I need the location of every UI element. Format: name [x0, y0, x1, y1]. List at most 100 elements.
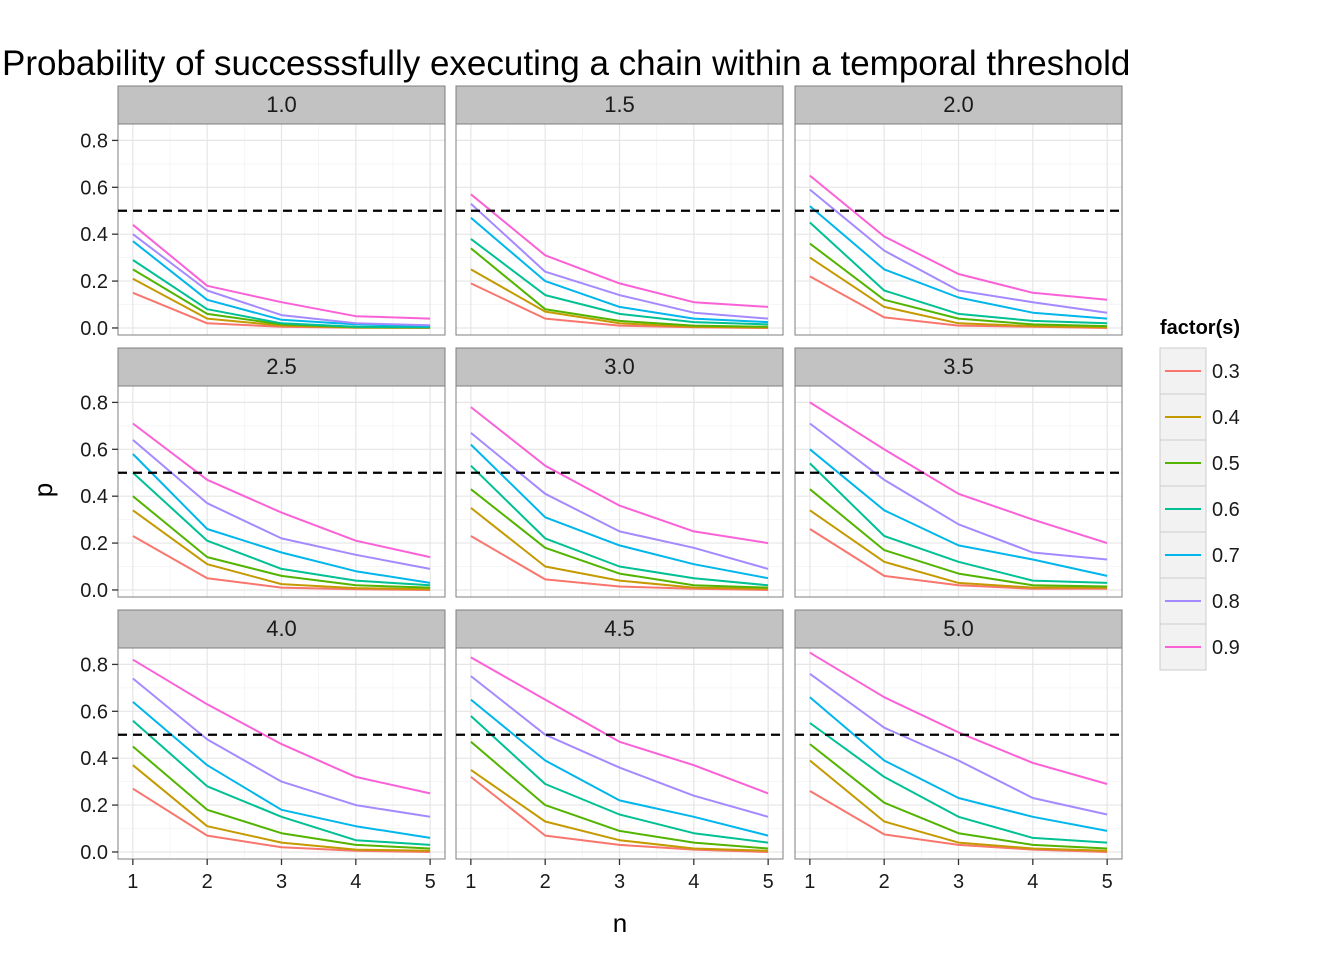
facet-strip: [117, 609, 446, 649]
x-tick-label: 2: [540, 871, 551, 893]
facet-strip-label: 5.0: [943, 616, 974, 641]
series-line-0.6: [809, 221, 1108, 325]
series-line-0.8: [132, 233, 431, 327]
legend-label: 0.9: [1212, 637, 1240, 659]
y-tick-label: 0.2: [80, 795, 108, 817]
series-line-0.9: [470, 656, 769, 795]
y-tick-label: 0.2: [80, 533, 108, 555]
legend-label: 0.3: [1212, 361, 1240, 383]
y-tick-label: 0.4: [80, 748, 108, 770]
facet-strip: [455, 609, 784, 649]
series-line-0.7: [809, 448, 1108, 577]
series-line-0.8: [809, 672, 1108, 816]
y-tick-label: 0.4: [80, 486, 108, 508]
x-tick-label: 4: [1027, 871, 1038, 893]
facet-panel: 3.0: [455, 347, 784, 598]
series-line-0.4: [470, 769, 769, 852]
facet-strip: [455, 347, 784, 387]
series-line-0.4: [470, 268, 769, 329]
series-line-0.6: [470, 238, 769, 326]
x-axis-title: n: [613, 908, 627, 938]
x-tick-label: 1: [804, 871, 815, 893]
series-line-0.5: [132, 745, 431, 850]
series-line-0.8: [132, 439, 431, 570]
series-line-0.4: [809, 256, 1108, 329]
y-tick-label: 0.8: [80, 392, 108, 414]
series-line-0.7: [809, 205, 1108, 320]
series-line-0.4: [470, 507, 769, 590]
facet-strip-label: 1.5: [604, 92, 635, 117]
facet-strip-label: 1.0: [266, 92, 297, 117]
series-line-0.7: [470, 443, 769, 580]
series-line-0.6: [809, 722, 1108, 844]
y-tick-label: 0.8: [80, 130, 108, 152]
facet-panel: 3.5: [794, 347, 1123, 598]
series-line-0.3: [809, 528, 1108, 590]
series-line-0.6: [470, 464, 769, 587]
facet-panels: 1.0 0.0 0.2 0.4 0.6 0.8 1.5 2.0 2.5 0.0 0.2 0.4 0.6 0…: [80, 85, 1123, 893]
facet-strip-label: 3.0: [604, 354, 635, 379]
series-line-0.4: [809, 509, 1108, 589]
series-line-0.6: [809, 462, 1108, 584]
facet-panel: 1.5: [455, 85, 784, 336]
series-line-0.9: [809, 174, 1108, 301]
series-line-0.8: [470, 675, 769, 818]
series-line-0.7: [132, 240, 431, 328]
x-tick-label: 3: [953, 871, 964, 893]
series-line-0.6: [132, 719, 431, 846]
series-line-0.3: [132, 787, 431, 853]
series-line-0.8: [132, 677, 431, 818]
series-line-0.6: [470, 715, 769, 844]
facet-strip-label: 2.0: [943, 92, 974, 117]
legend-label: 0.4: [1212, 407, 1240, 429]
facet-strip: [455, 85, 784, 125]
facet-strip: [117, 85, 446, 125]
x-tick-label: 2: [879, 871, 890, 893]
series-line-0.9: [132, 224, 431, 320]
plot-border: [794, 123, 1123, 336]
series-line-0.5: [809, 488, 1108, 588]
legend-label: 0.7: [1212, 545, 1240, 567]
facet-strip: [794, 609, 1123, 649]
series-line-0.9: [132, 422, 431, 559]
series-line-0.7: [470, 217, 769, 324]
plot-border: [455, 123, 784, 336]
y-tick-label: 0.0: [80, 580, 108, 602]
x-tick-label: 4: [350, 871, 361, 893]
facet-strip-label: 4.5: [604, 616, 635, 641]
series-line-0.5: [470, 488, 769, 589]
legend: factor(s) 0.3 0.4 0.5 0.6 0.7 0.8 0.9: [1159, 317, 1240, 671]
plot-border: [117, 385, 446, 598]
series-line-0.9: [809, 401, 1108, 545]
x-tick-label: 2: [202, 871, 213, 893]
x-tick-label: 4: [688, 871, 699, 893]
series-line-0.4: [132, 764, 431, 852]
x-tick-label: 5: [425, 871, 436, 893]
series-line-0.6: [132, 471, 431, 587]
y-axis-title: p: [28, 483, 58, 497]
y-tick-label: 0.6: [80, 701, 108, 723]
plot-border: [117, 123, 446, 336]
series-line-0.3: [809, 790, 1108, 853]
facet-strip-label: 2.5: [266, 354, 297, 379]
y-tick-label: 0.4: [80, 224, 108, 246]
series-line-0.7: [132, 453, 431, 584]
plot-border: [455, 385, 784, 598]
y-tick-label: 0.6: [80, 439, 108, 461]
series-line-0.3: [132, 535, 431, 591]
y-tick-label: 0.0: [80, 318, 108, 340]
series-line-0.9: [132, 658, 431, 795]
series-line-0.8: [809, 188, 1108, 314]
series-line-0.5: [470, 247, 769, 328]
x-tick-label: 1: [465, 871, 476, 893]
facet-panel: 4.0 0.0 0.2 0.4 0.6 0.8 1 2 3 4 5: [80, 609, 446, 893]
y-tick-label: 0.0: [80, 842, 108, 864]
series-line-0.9: [470, 193, 769, 308]
series-line-0.5: [809, 743, 1108, 850]
series-line-0.4: [809, 759, 1108, 852]
x-tick-label: 3: [276, 871, 287, 893]
facet-panel: 4.5 1 2 3 4 5: [455, 609, 784, 893]
series-line-0.4: [132, 509, 431, 591]
x-tick-label: 1: [127, 871, 138, 893]
